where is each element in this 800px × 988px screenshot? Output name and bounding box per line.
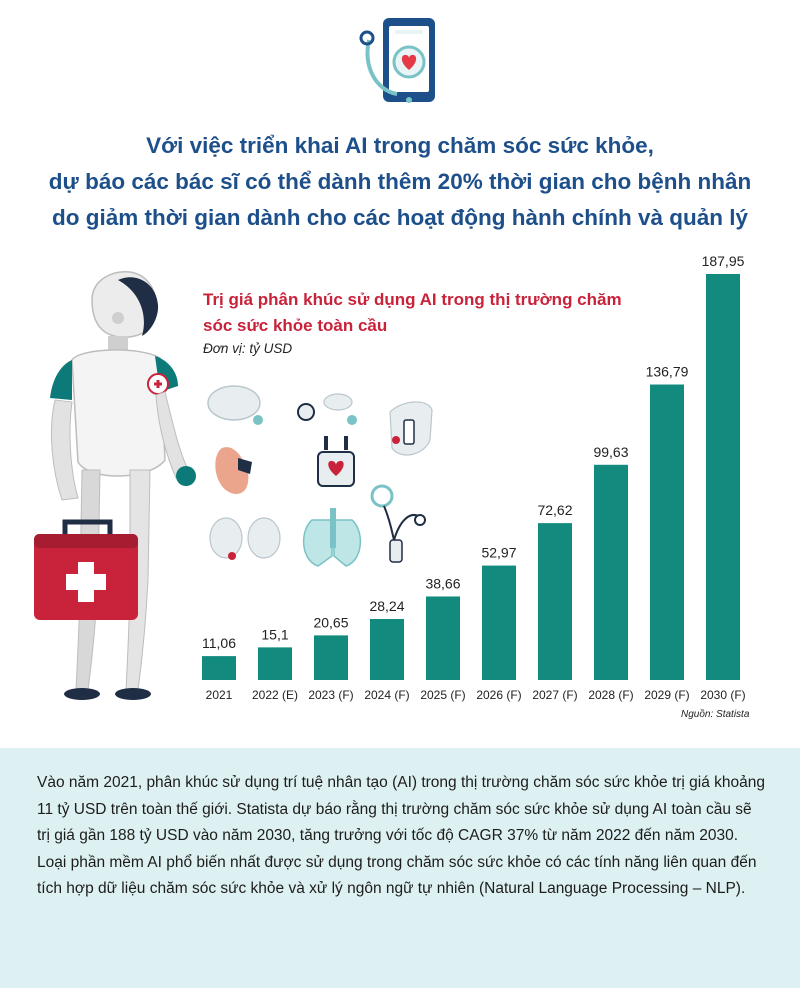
value-label-2: 20,65 bbox=[313, 614, 348, 630]
footer-panel bbox=[0, 748, 800, 988]
x-tick-label-0: 2021 bbox=[206, 688, 233, 702]
x-tick-label-7: 2028 (F) bbox=[588, 688, 633, 702]
chart-bars bbox=[202, 274, 740, 680]
x-tick-label-1: 2022 (E) bbox=[252, 688, 298, 702]
value-label-7: 99,63 bbox=[593, 444, 628, 460]
chart-x-tick-labels: 2021 2022 (E) 2023 (F) 2024 (F) 2025 (F) 2026… bbox=[206, 688, 746, 702]
value-label-3: 28,24 bbox=[369, 598, 404, 614]
x-tick-label-4: 2025 (F) bbox=[420, 688, 465, 702]
bar-5 bbox=[482, 565, 516, 680]
value-label-0: 11,06 bbox=[202, 635, 236, 651]
x-tick-label-6: 2027 (F) bbox=[532, 688, 577, 702]
bar-9 bbox=[706, 274, 740, 680]
value-label-1: 15,1 bbox=[261, 626, 288, 642]
bar-2 bbox=[314, 635, 348, 680]
footer-paragraph: Vào năm 2021, phân khúc sử dụng trí tuệ … bbox=[37, 774, 766, 897]
value-label-6: 72,62 bbox=[537, 502, 572, 518]
value-label-4: 38,66 bbox=[425, 575, 460, 591]
x-tick-label-9: 2030 (F) bbox=[700, 688, 745, 702]
robot-doctor-illustration bbox=[50, 271, 196, 700]
bar-7 bbox=[594, 464, 628, 680]
x-tick-label-8: 2029 (F) bbox=[644, 688, 689, 702]
headline-line-3: do giảm thời gian dành cho các hoạt động… bbox=[51, 205, 749, 230]
bar-0 bbox=[202, 656, 236, 680]
chart-canvas: 11,06 15,1 20,65 28,24 38,66 52,97 72,62 99,63 1… bbox=[34, 253, 746, 702]
headline-line-2: dự báo các bác sĩ có thể dành thêm 20% t… bbox=[48, 169, 752, 194]
value-label-8: 136,79 bbox=[646, 364, 689, 380]
chart-value-labels: 11,06 15,1 20,65 28,24 38,66 52,97 72,62 99,63 1… bbox=[202, 253, 745, 651]
bar-8 bbox=[650, 384, 684, 680]
chart-source: Nguồn: Statista bbox=[681, 709, 750, 720]
bar-3 bbox=[370, 618, 404, 680]
headline: Với việc triển khai AI trong chăm sóc sứ… bbox=[0, 128, 800, 236]
medical-kit-icon bbox=[34, 519, 138, 620]
chart-unit-label: Đơn vị: tỷ USD bbox=[203, 341, 293, 356]
bar-1 bbox=[258, 647, 292, 680]
headline-line-1: Với việc triển khai AI trong chăm sóc sứ… bbox=[146, 133, 654, 158]
x-tick-label-5: 2026 (F) bbox=[476, 688, 521, 702]
value-label-5: 52,97 bbox=[481, 545, 516, 561]
x-tick-label-3: 2024 (F) bbox=[364, 688, 409, 702]
health-device-icons bbox=[207, 385, 433, 567]
bar-4 bbox=[426, 596, 460, 680]
chart-title: Trị giá phân khúc sử dụng AI trong thị t… bbox=[203, 290, 622, 335]
tablet-stethoscope-icon bbox=[359, 18, 435, 103]
bar-6 bbox=[538, 523, 572, 680]
value-label-9: 187,95 bbox=[702, 253, 745, 269]
x-tick-label-2: 2023 (F) bbox=[308, 688, 353, 702]
